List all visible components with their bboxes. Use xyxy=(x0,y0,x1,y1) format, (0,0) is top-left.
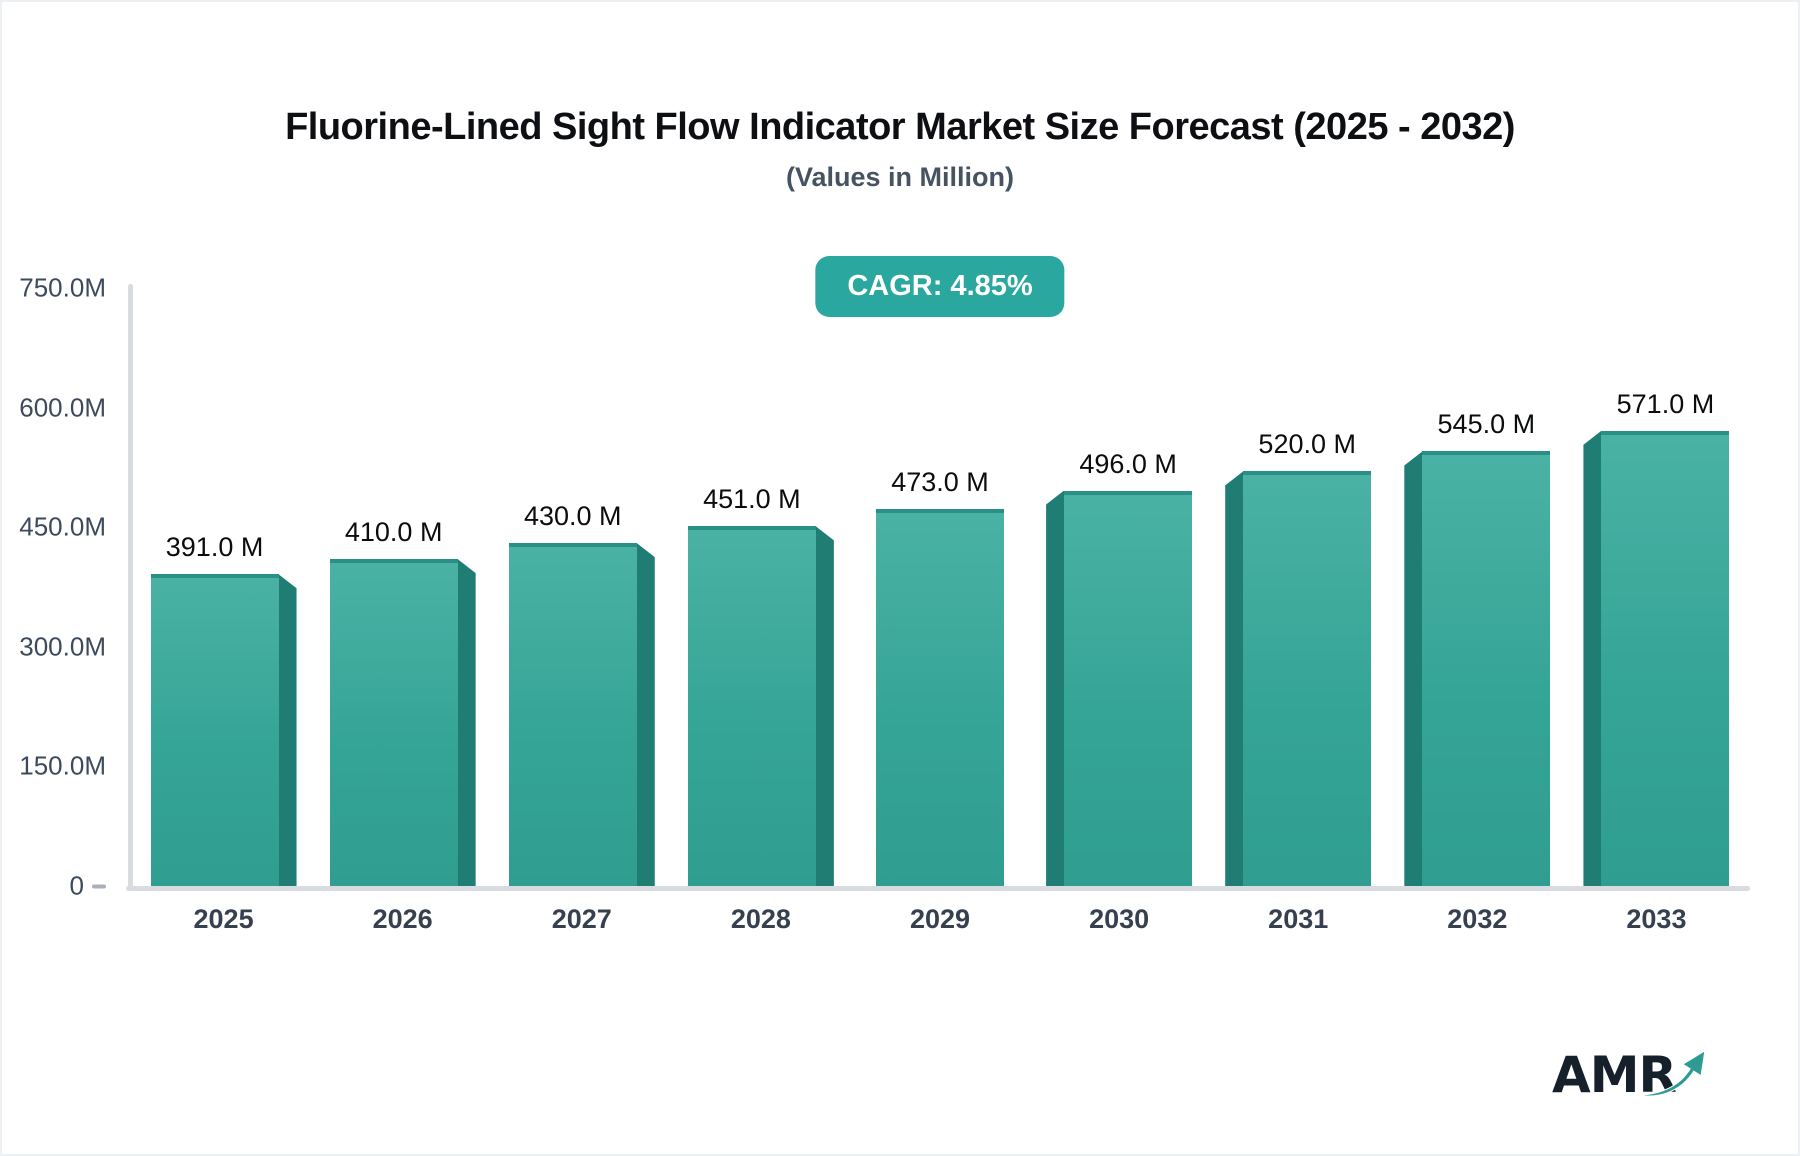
bar-group-2025: 391.0 M 2025 xyxy=(134,288,313,934)
bar-face xyxy=(508,543,637,886)
bar-group-2026: 410.0 M 2026 xyxy=(313,288,492,934)
cagr-badge: CAGR: 4.85% xyxy=(815,256,1065,317)
x-axis-label-2033: 2033 xyxy=(1626,904,1687,934)
y-axis-label: 600.0M xyxy=(19,392,106,423)
bar-group-2027: 430.0 M 2027 xyxy=(492,288,671,934)
bar-value-label: 451.0 M xyxy=(703,484,801,515)
chart-title: Fluorine-Lined Sight Flow Indicator Mark… xyxy=(285,106,1515,148)
bar-value-label: 410.0 M xyxy=(344,517,443,548)
amr-logo-text: AMR xyxy=(1552,1046,1677,1104)
y-axis-tick: 450.0M xyxy=(19,512,106,543)
y-axis-tick: 600.0M xyxy=(19,392,106,423)
tick-mark xyxy=(92,884,106,888)
y-axis-tick: 300.0M xyxy=(19,631,106,662)
chart-subtitle: (Values in Million) xyxy=(785,162,1015,192)
bar-top-edge xyxy=(1422,451,1551,456)
bar-group-2033: 571.0 M 2033 xyxy=(1567,288,1746,934)
bar-3d-side xyxy=(1046,490,1065,886)
bar-top-edge xyxy=(687,526,816,531)
bar-top-edge xyxy=(875,508,1004,513)
bar-2029: 473.0 M xyxy=(875,467,1004,886)
y-axis-tick: 750.0M xyxy=(19,273,106,304)
bar-2025: 391.0 M xyxy=(150,532,297,886)
growth-arrow-icon xyxy=(1643,1049,1706,1097)
y-axis-label: 0 xyxy=(69,870,84,901)
bar-face xyxy=(875,508,1004,886)
bar-3d-side xyxy=(815,526,834,886)
x-axis-label-2030: 2030 xyxy=(1089,904,1150,934)
bar-face xyxy=(687,526,816,886)
x-axis-label-2032: 2032 xyxy=(1447,904,1508,934)
y-axis-line xyxy=(128,284,133,890)
bar-top-edge xyxy=(329,559,458,564)
bar-plot-area: 391.0 M 2025 410.0 M 2026 430.0 M 2027 451.0 M… xyxy=(134,288,1746,934)
bar-3d-side xyxy=(636,543,655,886)
bar-3d-side xyxy=(1225,471,1244,886)
y-axis-label: 300.0M xyxy=(19,631,106,662)
bar-group-2031: 520.0 M 2031 xyxy=(1209,288,1388,934)
bar-top-edge xyxy=(1601,430,1730,435)
x-axis-label-2026: 2026 xyxy=(372,904,433,934)
bar-group-2032: 545.0 M 2032 xyxy=(1388,288,1567,934)
bar-2027: 430.0 M xyxy=(508,501,655,886)
y-axis-label: 150.0M xyxy=(19,750,106,781)
x-axis-label-2028: 2028 xyxy=(730,904,791,934)
bar-top-edge xyxy=(508,543,637,548)
y-axis-tick: 150.0M xyxy=(19,751,106,782)
y-axis: 750.0M 600.0M 450.0M 300.0M 150.0M 0 xyxy=(6,273,106,901)
bar-value-label: 496.0 M xyxy=(1079,448,1177,479)
x-axis-label-2031: 2031 xyxy=(1268,904,1329,934)
y-axis-label: 750.0M xyxy=(19,272,106,303)
bar-2033: 571.0 M xyxy=(1583,389,1730,886)
x-axis-label-2025: 2025 xyxy=(193,904,254,934)
bar-3d-side xyxy=(457,559,476,886)
y-axis-label: 450.0M xyxy=(19,511,106,542)
bar-2026: 410.0 M xyxy=(329,517,476,886)
bar-face xyxy=(329,559,458,886)
bar-2028: 451.0 M xyxy=(687,484,834,886)
bar-value-label: 430.0 M xyxy=(523,501,622,532)
amr-logo: AMR xyxy=(1552,1046,1706,1100)
bar-3d-side xyxy=(278,574,297,886)
bar-group-2028: 451.0 M 2028 xyxy=(671,288,850,934)
y-axis-tick: 0 xyxy=(70,871,106,902)
bar-value-label: 473.0 M xyxy=(891,466,989,497)
x-axis-line xyxy=(126,886,1750,891)
bar-face xyxy=(1064,490,1193,886)
bar-group-2029: 473.0 M 2029 xyxy=(850,288,1029,934)
bar-face xyxy=(1601,430,1730,886)
bar-face xyxy=(150,574,279,886)
bar-face xyxy=(1422,451,1551,886)
bar-top-edge xyxy=(1243,471,1372,476)
bar-top-edge xyxy=(1064,490,1193,495)
x-axis-label-2027: 2027 xyxy=(551,904,612,934)
bar-value-label: 545.0 M xyxy=(1437,409,1536,440)
bar-value-label: 391.0 M xyxy=(165,532,264,563)
bar-2031: 520.0 M xyxy=(1225,429,1372,886)
bar-3d-side xyxy=(1583,430,1602,886)
bar-face xyxy=(1243,471,1372,886)
bar-2032: 545.0 M xyxy=(1404,409,1551,886)
bar-value-label: 571.0 M xyxy=(1616,388,1715,419)
bar-2030: 496.0 M xyxy=(1046,449,1193,886)
bar-value-label: 520.0 M xyxy=(1258,429,1356,460)
x-axis-label-2029: 2029 xyxy=(909,904,971,934)
bar-group-2030: 496.0 M 2030 xyxy=(1030,288,1209,934)
bar-top-edge xyxy=(150,574,279,579)
bar-3d-side xyxy=(1404,451,1423,886)
